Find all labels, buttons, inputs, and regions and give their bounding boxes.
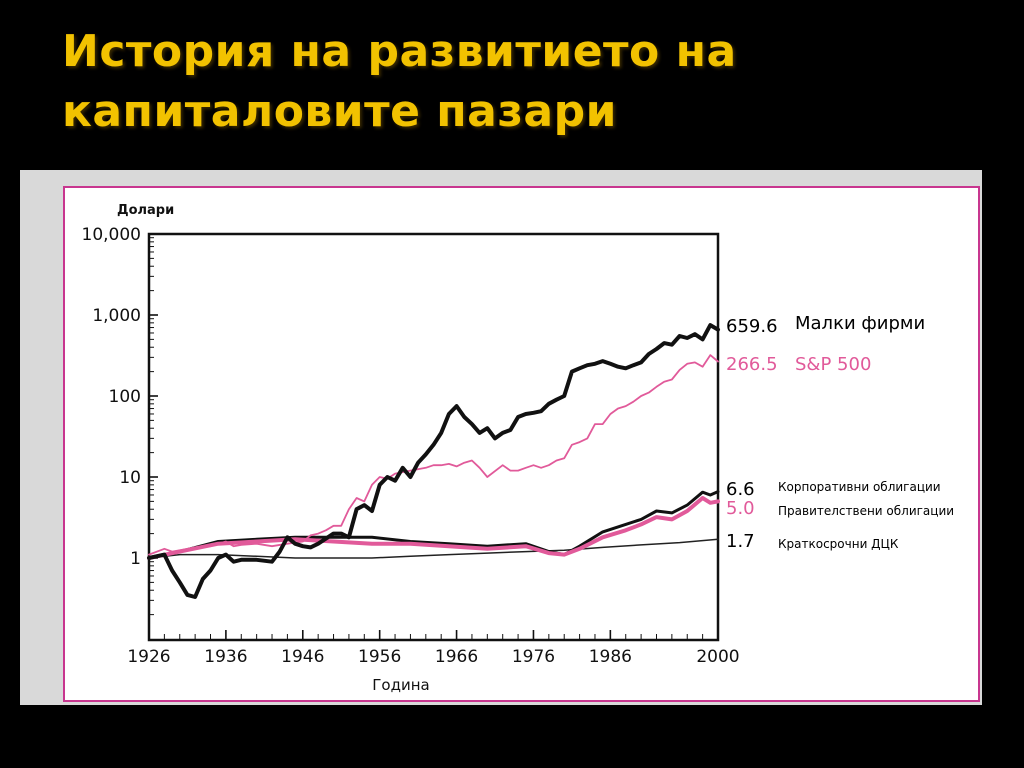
x-tick-label: 1946 <box>281 647 324 667</box>
label-small-firms-value: 659.6 <box>726 316 778 337</box>
slide-title-line2: капиталовите пазари <box>62 86 617 137</box>
y-tick-label: 1 <box>130 549 141 569</box>
label-corp-bonds-name: Корпоративни облигации <box>778 480 941 494</box>
x-tick-label: 1976 <box>512 647 555 667</box>
y-tick-label: 100 <box>109 387 141 407</box>
x-axis-label: Година <box>372 676 429 694</box>
slide-title: История на развитието на капиталовите па… <box>62 22 962 142</box>
label-corp-bonds-value: 6.6 <box>726 479 755 500</box>
x-tick-label: 1936 <box>204 647 247 667</box>
x-tick-label: 1926 <box>127 647 170 667</box>
chart-frame: 10,000 1,000 100 10 1 1926 1936 1946 1956 1966 197… <box>63 186 980 702</box>
x-tick-label: 1986 <box>589 647 632 667</box>
series-tbills-line <box>148 538 719 559</box>
label-tbills-name: Краткосрочни ДЦК <box>778 537 899 551</box>
series-corp-bonds-line <box>147 490 720 560</box>
chart-svg: 10,000 1,000 100 10 1 1926 1936 1946 1956 1966 197… <box>82 203 740 694</box>
x-tick-label: 1966 <box>435 647 478 667</box>
series-small-firms-line <box>147 323 720 599</box>
y-axis-label: Долари <box>117 203 174 218</box>
y-tick-label: 1,000 <box>92 306 141 326</box>
label-tbills-value: 1.7 <box>726 531 755 552</box>
x-tick-label: 1956 <box>358 647 401 667</box>
y-tick-label: 10 <box>119 468 141 488</box>
series-gov-bonds-line <box>147 496 720 560</box>
slide-title-line1: История на развитието на <box>62 26 737 77</box>
label-gov-bonds-name: Правителствени облигации <box>778 504 955 518</box>
label-sp500-value: 266.5 <box>726 354 778 375</box>
x-tick-label: 2000 <box>696 647 739 667</box>
series-sp500-line <box>148 354 719 556</box>
label-sp500-name: S&P 500 <box>795 354 872 375</box>
plot-border <box>147 232 720 642</box>
y-tick-label: 10,000 <box>82 225 141 245</box>
slide-header: История на развитието на капиталовите па… <box>0 0 1024 160</box>
label-gov-bonds-value: 5.0 <box>726 498 755 519</box>
label-small-firms-name: Малки фирми <box>795 313 926 334</box>
